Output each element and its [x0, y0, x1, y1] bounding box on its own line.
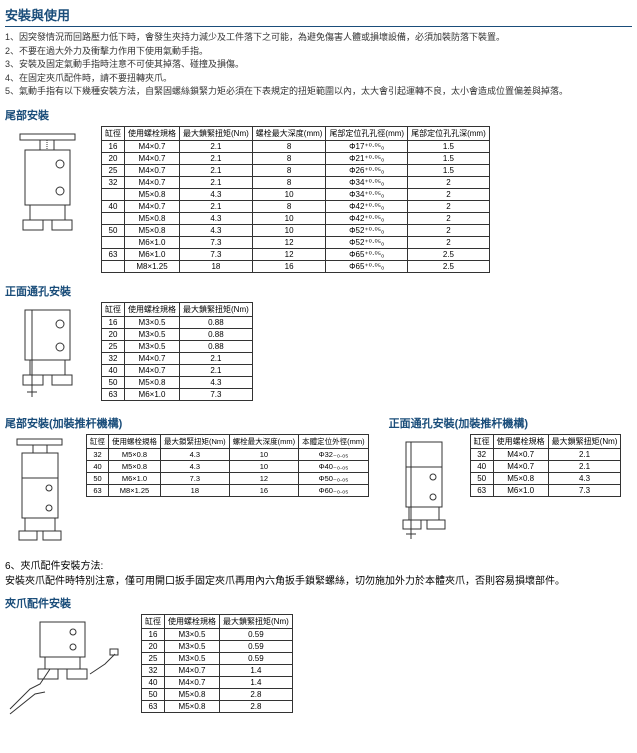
s4-diagram — [389, 434, 464, 549]
s1-table: 缸徑使用螺栓規格最大鎖緊扭矩(Nm)螺栓最大深度(mm)尾部定位孔孔徑(mm)尾… — [101, 126, 490, 273]
notes-list: 1、因突發情況而回路壓力低下時，會發生夾持力減少及工件落下之可能，為避免傷害人體… — [5, 31, 632, 99]
main-title: 安裝與使用 — [5, 5, 632, 27]
s4-table: 缸徑使用螺栓規格最大鎖緊扭矩(Nm)32M4×0.72.140M4×0.72.1… — [470, 434, 622, 497]
s5-diagram — [5, 614, 135, 724]
s3-table: 缸徑使用螺栓規格最大鎖緊扭矩(Nm)螺栓最大深度(mm)本體定位外徑(mm)32… — [86, 434, 369, 497]
section-1: 尾部安裝 缸徑使用螺栓規格最大鎖緊扭矩(Nm)螺栓最大深度(mm)尾部定位孔孔徑… — [5, 107, 632, 273]
s2-title: 正面通孔安裝 — [5, 283, 632, 299]
note6: 6、夾爪配件安裝方法: 安裝夾爪配件時特別注意，僅可用開口扳手固定夾爪再用內六角… — [5, 557, 632, 587]
s1-diagram — [5, 126, 95, 236]
section-2: 正面通孔安裝 缸徑使用螺栓規格最大鎖緊扭矩(Nm)16M3×0.50.8820M… — [5, 283, 632, 402]
s1-title: 尾部安裝 — [5, 107, 632, 123]
s3-diagram — [5, 434, 80, 549]
section-5: 夾爪配件安裝 缸徑使用螺栓規格最大鎖緊扭矩(Nm)16M3×0.50.5920M… — [5, 595, 632, 724]
s2-diagram — [5, 302, 95, 402]
s4-title: 正面通孔安裝(加裝推杆機構) — [389, 415, 632, 431]
s5-title: 夾爪配件安裝 — [5, 595, 632, 611]
s2-table: 缸徑使用螺栓規格最大鎖緊扭矩(Nm)16M3×0.50.8820M3×0.50.… — [101, 302, 253, 401]
s3-title: 尾部安裝(加裝推杆機構) — [5, 415, 369, 431]
s5-table: 缸徑使用螺栓規格最大鎖緊扭矩(Nm)16M3×0.50.5920M3×0.50.… — [141, 614, 293, 713]
